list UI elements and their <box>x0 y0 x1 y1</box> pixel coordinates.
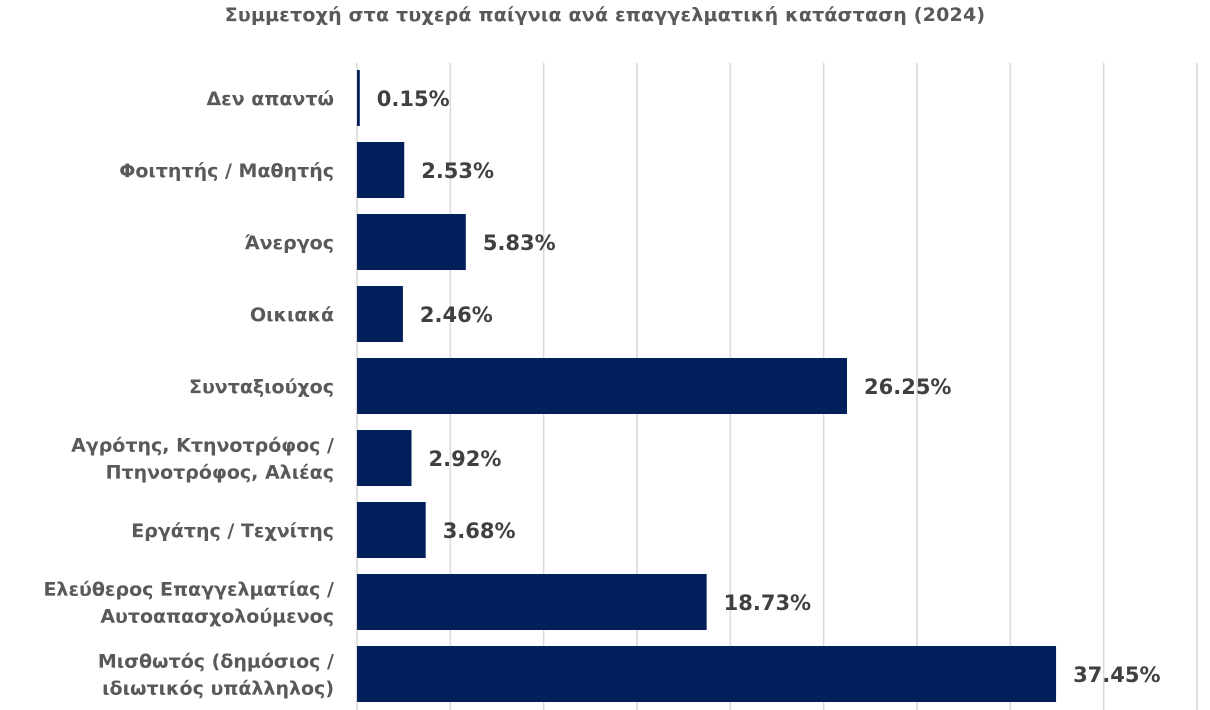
data-labels: 0.15% 2.53% 5.83% 2.46% 26.25% 2.92% 3.68% 18.7… <box>377 87 1161 687</box>
category-label: Ελεύθερος Επαγγελματίας / <box>43 579 334 601</box>
data-label: 3.68% <box>443 519 516 543</box>
category-label: Συνταξιούχος <box>189 376 334 398</box>
category-label: Μισθωτός (δημόσιος / <box>98 651 334 673</box>
bar <box>357 574 707 630</box>
category-label: Αγρότης, Κτηνοτρόφος / <box>71 435 334 457</box>
data-label: 5.83% <box>483 231 556 255</box>
bar <box>357 430 412 486</box>
chart-title: Συμμετοχή στα τυχερά παίγνια ανά επαγγελ… <box>224 4 986 26</box>
bar <box>357 70 360 126</box>
bar <box>357 358 847 414</box>
bar <box>357 142 405 198</box>
data-label: 26.25% <box>864 375 951 399</box>
category-label: Οικιακά <box>250 304 334 326</box>
category-label: Πτηνοτρόφος, Αλιέας <box>106 462 334 484</box>
data-label: 2.53% <box>421 159 494 183</box>
category-label: ιδιωτικός υπάλληλος) <box>102 678 334 700</box>
data-label: 37.45% <box>1073 663 1160 687</box>
bar <box>357 502 426 558</box>
category-labels: Δεν απαντώ Φοιτητής / Μαθητής Άνεργος Οικια… <box>43 88 334 700</box>
bar <box>357 214 466 270</box>
category-label: Εργάτης / Τεχνίτης <box>131 520 334 542</box>
category-label: Φοιτητής / Μαθητής <box>119 160 334 182</box>
data-label: 0.15% <box>377 87 450 111</box>
bars <box>357 70 1057 702</box>
bar <box>357 286 403 342</box>
category-label: Δεν απαντώ <box>206 88 334 110</box>
data-label: 18.73% <box>724 591 811 615</box>
data-label: 2.46% <box>420 303 493 327</box>
data-label: 2.92% <box>429 447 502 471</box>
bar <box>357 646 1057 702</box>
category-label: Άνεργος <box>244 232 334 254</box>
category-label: Αυτοαπασχολούμενος <box>100 606 334 628</box>
